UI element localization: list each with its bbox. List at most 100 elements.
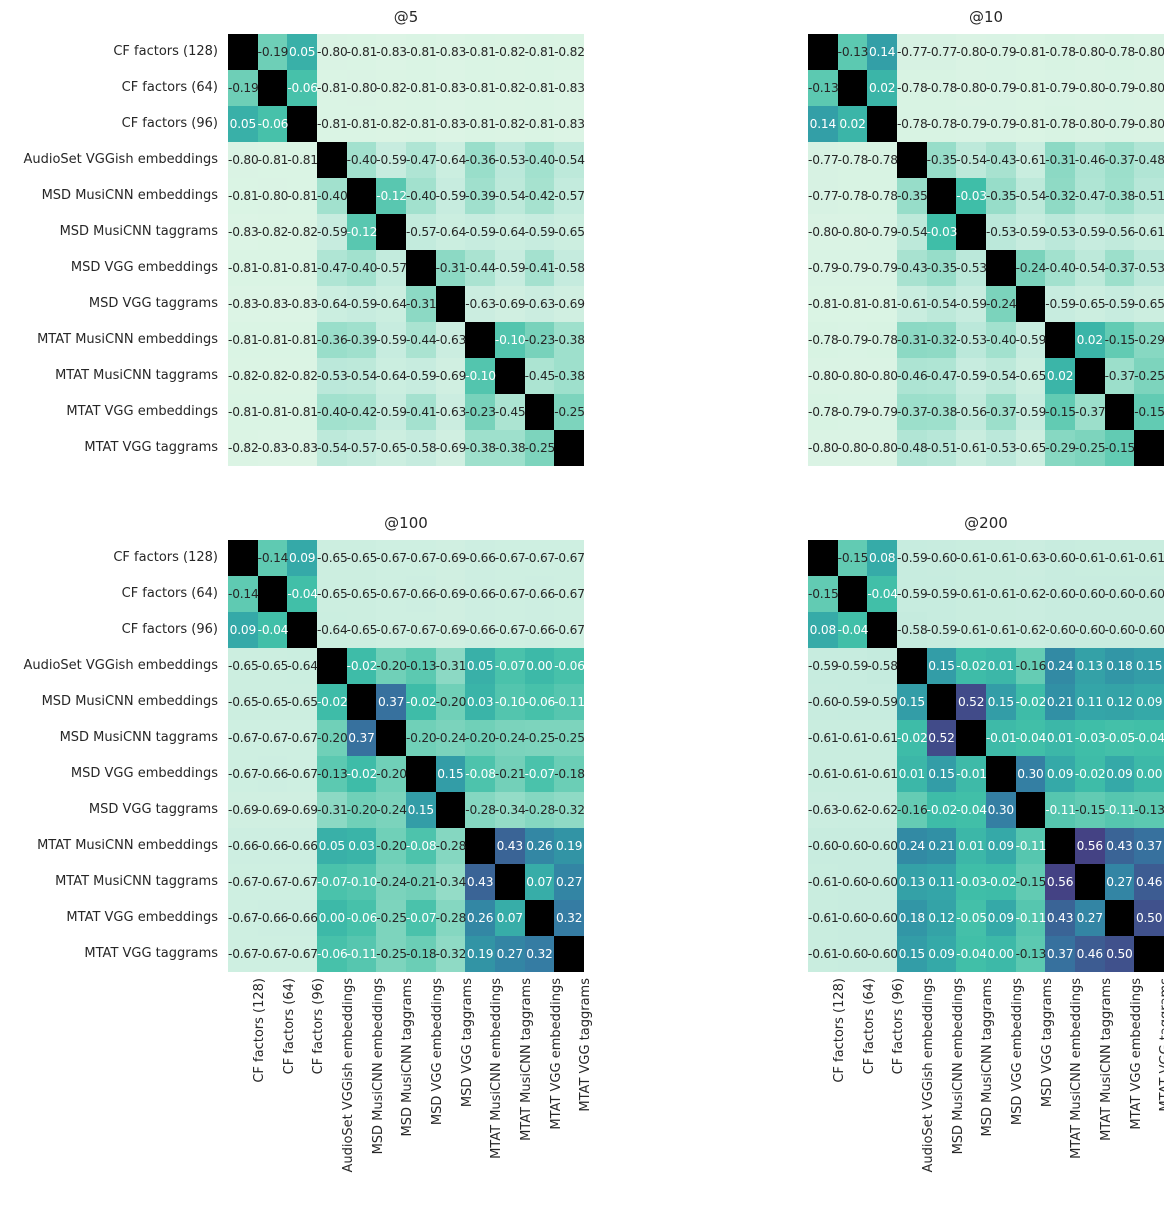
heatmap-cell: -0.65: [1134, 286, 1164, 322]
heatmap-cell: -0.59: [1104, 286, 1135, 322]
heatmap-cell: -0.83: [228, 214, 259, 250]
heatmap-cell: 0.05: [228, 106, 258, 142]
heatmap-cell: -0.61: [808, 720, 839, 756]
heatmap-cell: -0.60: [1104, 612, 1135, 648]
heatmap-cell: -0.53: [985, 430, 1017, 466]
heatmap-cell: 0.43: [1104, 828, 1135, 864]
heatmap-cell: -0.80: [808, 430, 839, 466]
y-tick-label: CF factors (128): [113, 44, 218, 59]
x-tick-label: MTAT MusiCNN embeddings: [1065, 978, 1084, 1159]
heatmap-row: -0.82 -0.83 -0.83 -0.54 -0.57 -0.65 -0.58 -0.69…: [228, 430, 584, 466]
heatmap-cell: -0.81: [1015, 70, 1046, 106]
heatmap-cell: 0.02: [837, 106, 868, 142]
heatmap-cell: -0.08: [465, 756, 496, 792]
heatmap-cell: -0.38: [554, 358, 585, 394]
heatmap-cell: -0.61: [956, 612, 987, 648]
heatmap-cell: -0.11: [1045, 792, 1076, 828]
heatmap-cell: -0.83: [376, 34, 407, 70]
heatmap-cell: 0.27: [1104, 864, 1135, 900]
heatmap-cell: 0.50: [1134, 900, 1164, 936]
heatmap-cell: -0.06: [524, 684, 555, 720]
heatmap-cell: -0.80: [956, 34, 987, 70]
heatmap-cell: -0.59: [867, 684, 898, 720]
heatmap-cell: -0.59: [435, 178, 466, 214]
heatmap-cell-diagonal: [494, 864, 525, 900]
heatmap-cell: -0.79: [837, 394, 868, 430]
x-tick-label-text: AudioSet VGGish embeddings: [340, 978, 356, 1173]
x-tick-label-text: CF factors (64): [281, 978, 297, 1075]
heatmap-cell: 0.09: [1045, 756, 1075, 792]
heatmap-cell: 0.08: [808, 612, 838, 648]
heatmap-cell: -0.61: [985, 576, 1017, 612]
x-tick-label: CF factors (96): [887, 978, 906, 1074]
heatmap-row: 0.08 -0.04 -0.58 -0.59 -0.61 -0.61 -0.62 -0.60-…: [808, 612, 1164, 648]
heatmap-cell: -0.77: [808, 178, 839, 214]
heatmap-cell: -0.53: [956, 322, 987, 358]
heatmap-cell: -0.20: [435, 684, 466, 720]
heatmap-cell: -0.60: [808, 684, 839, 720]
heatmap-cell: -0.59: [808, 648, 839, 684]
heatmap-cell: 0.37: [376, 684, 406, 720]
heatmap-row: -0.14 0.09 -0.65 -0.65 -0.67 -0.67 -0.69 -0.66-…: [228, 540, 585, 576]
heatmap-cell: -0.04: [1134, 720, 1164, 756]
y-tick-label: MTAT VGG embeddings: [66, 910, 218, 925]
heatmap-row: -0.81 -0.80 -0.81 -0.40 -0.12 -0.40 -0.59 -0.39…: [228, 178, 585, 214]
heatmap-cell: 0.15: [926, 756, 957, 792]
heatmap-cell: -0.10: [494, 322, 526, 358]
heatmap-cell: -0.81: [405, 70, 437, 106]
heatmap-cell: -0.43: [896, 250, 928, 286]
heatmap-cell: -0.08: [405, 828, 437, 864]
heatmap-cell: -0.61: [837, 756, 868, 792]
heatmap-cell: -0.59: [316, 214, 348, 250]
heatmap-cell: -0.34: [494, 792, 526, 828]
heatmap-cell: -0.63: [808, 792, 839, 828]
heatmap-cell: -0.59: [346, 286, 377, 322]
heatmap-cell: 0.32: [554, 900, 584, 936]
y-tick-label: CF factors (64): [121, 586, 218, 601]
heatmap-cell: -0.80: [837, 214, 868, 250]
heatmap-cell: -0.06: [287, 70, 318, 106]
heatmap-table: -0.19 0.05 -0.80 -0.81 -0.83 -0.81 -0.83 -0.81-…: [228, 34, 585, 466]
heatmap-cell: -0.23: [524, 322, 555, 358]
heatmap-row: -0.60 -0.59 -0.59 0.15 0.52 0.15 -0.02 0.21 0.11…: [808, 684, 1164, 720]
heatmap-cell: -0.65: [346, 576, 377, 612]
heatmap-cell: -0.81: [346, 106, 377, 142]
heatmap-cell: 0.03: [465, 684, 495, 720]
heatmap-cell: -0.66: [524, 576, 555, 612]
heatmap-cell: -0.60: [867, 864, 898, 900]
heatmap-cell: 0.24: [896, 828, 927, 864]
heatmap-cell: 0.00: [524, 648, 555, 684]
heatmap-cell: -0.65: [228, 684, 259, 720]
x-tick-label-text: CF factors (96): [891, 978, 907, 1075]
heatmap-cell: -0.38: [494, 430, 526, 466]
heatmap-grid: -0.13 0.14 -0.77 -0.77 -0.80 -0.79 -0.81 -0.78-…: [808, 34, 1164, 466]
heatmap-cell: -0.78: [808, 394, 839, 430]
heatmap-cell: -0.19: [228, 70, 259, 106]
heatmap-row: -0.61 -0.60 -0.60 0.13 0.11 -0.03 -0.02 -0.15 0.…: [808, 864, 1164, 900]
heatmap-cell-diagonal: [1074, 358, 1105, 394]
x-tick-label: MSD MusiCNN taggrams: [976, 978, 995, 1136]
heatmap-cell: -0.53: [316, 358, 348, 394]
heatmap-cell: -0.79: [985, 34, 1017, 70]
heatmap-row: -0.80 -0.80 -0.80 -0.48 -0.51 -0.61 -0.53 -0.65…: [808, 430, 1164, 466]
heatmap-cell: -0.59: [1015, 394, 1046, 430]
x-tick-label-text: MSD VGG taggrams: [459, 978, 475, 1108]
heatmap-cell: 0.08: [867, 540, 897, 576]
heatmap-row: 0.09 -0.04 -0.64 -0.65 -0.67 -0.67 -0.69 -0.66-…: [228, 612, 585, 648]
heatmap-cell: -0.64: [376, 358, 407, 394]
x-tick-label: AudioSet VGGish embeddings: [917, 978, 936, 1173]
heatmap-cell: -0.67: [405, 540, 437, 576]
heatmap-cell: -0.67: [228, 936, 259, 972]
heatmap-cell: -0.02: [405, 684, 437, 720]
heatmap-cell: -0.81: [1015, 106, 1046, 142]
heatmap-cell: -0.81: [287, 394, 318, 430]
heatmap-cell-diagonal: [228, 540, 258, 576]
heatmap-cell: -0.82: [228, 430, 259, 466]
x-tick-label-text: MSD MusiCNN embeddings: [950, 978, 966, 1155]
heatmap-cell: -0.59: [405, 358, 437, 394]
heatmap-cell: -0.31: [1045, 142, 1076, 178]
heatmap-cell: 0.15: [896, 684, 927, 720]
heatmap-cell: 0.19: [554, 828, 584, 864]
heatmap-cell: -0.78: [837, 178, 868, 214]
x-tick-label: MSD MusiCNN embeddings: [367, 978, 386, 1154]
